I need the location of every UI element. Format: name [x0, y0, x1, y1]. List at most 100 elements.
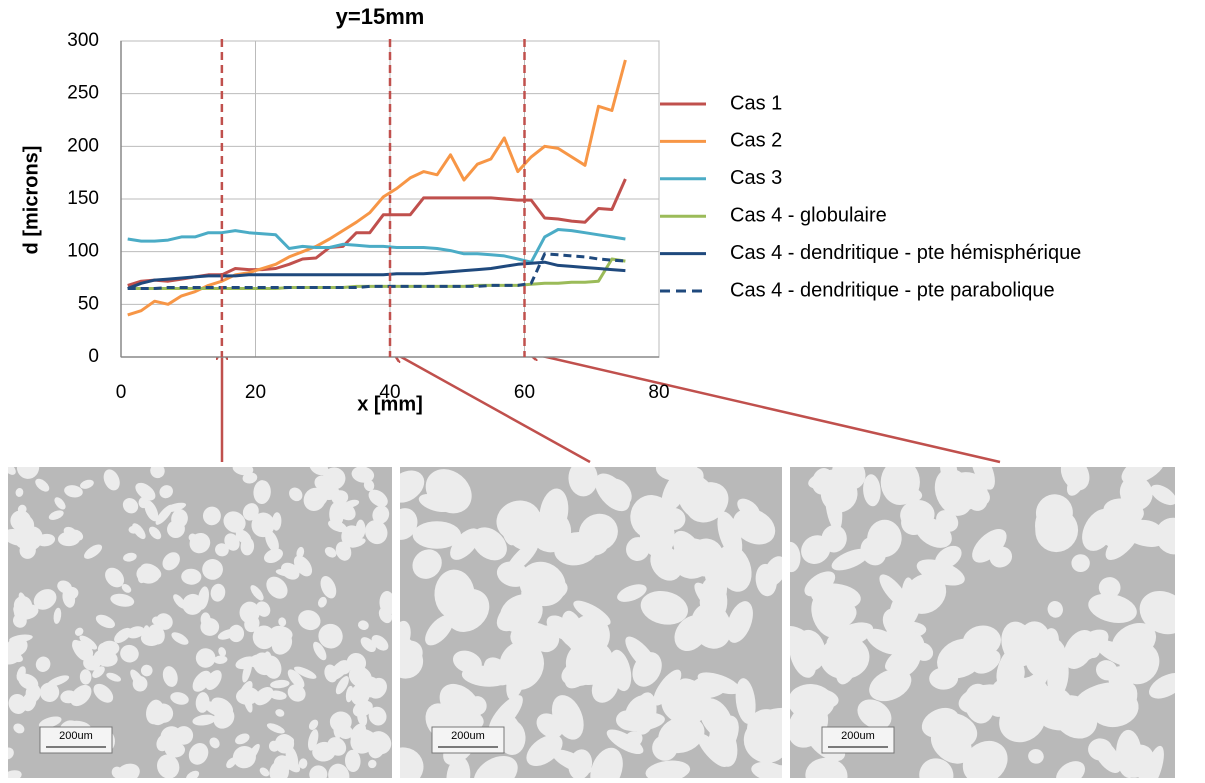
dendrite: [137, 565, 151, 584]
dendrite: [694, 582, 726, 619]
dendrite: [110, 593, 135, 607]
dendrite: [400, 747, 424, 778]
dendrite: [93, 683, 114, 703]
dendrite: [1119, 475, 1153, 511]
dendrite: [322, 467, 346, 490]
dendrite: [223, 511, 246, 533]
dendrite: [857, 699, 892, 730]
dendrite: [327, 737, 347, 756]
dendrite: [609, 649, 632, 692]
dendrite: [182, 593, 204, 615]
dendrite: [140, 664, 153, 677]
dendrite: [79, 635, 98, 650]
dendrite: [244, 615, 260, 633]
dendrite: [318, 623, 343, 649]
dendrite: [552, 749, 593, 774]
arrow: [394, 353, 591, 464]
dendrite: [192, 714, 216, 726]
dendrite: [372, 505, 390, 524]
dendrite: [996, 647, 1020, 686]
dendrite: [506, 540, 539, 574]
dendrite: [160, 726, 182, 747]
dendrite: [84, 544, 103, 559]
dendrite: [357, 620, 369, 630]
dendrite: [1142, 597, 1175, 624]
chart-title: y=15mm: [336, 4, 425, 29]
dendrite: [335, 501, 356, 521]
dendrite: [215, 543, 229, 557]
dendrite: [532, 625, 560, 653]
dendrite: [425, 614, 454, 646]
dendrite: [1149, 673, 1175, 699]
x-axis-label: x [mm]: [357, 393, 423, 415]
dendrite: [650, 545, 683, 581]
micrograph: 200um: [400, 467, 782, 778]
dendrite: [921, 707, 960, 738]
dendrite: [1098, 577, 1121, 599]
dendrite: [16, 467, 40, 479]
dendrite: [473, 755, 518, 778]
dendrite: [18, 592, 28, 610]
dendrite: [803, 688, 839, 709]
dendrite: [72, 640, 94, 659]
dendrite: [732, 508, 776, 545]
dendrite: [308, 719, 319, 730]
dendrite: [867, 519, 902, 558]
dendrite: [831, 548, 870, 571]
dendrite: [289, 487, 303, 502]
dendrite: [751, 761, 782, 778]
dendrite: [162, 666, 178, 687]
dendrite: [238, 680, 253, 702]
dendrite: [1060, 467, 1090, 491]
dendrite: [95, 614, 115, 629]
dendrite: [900, 577, 916, 626]
dendrite: [412, 521, 462, 549]
dendrite: [217, 629, 237, 640]
dendrite: [554, 532, 599, 566]
dendrite: [213, 707, 235, 729]
x-tick-label: 60: [514, 382, 535, 403]
dendrite: [35, 656, 51, 672]
dendrite: [103, 469, 120, 491]
dendrite: [309, 765, 328, 778]
dendrite: [259, 767, 270, 777]
dendrite: [250, 585, 264, 601]
dendrite: [632, 652, 662, 687]
dendrite: [14, 604, 39, 620]
dendrite: [132, 523, 146, 540]
dendrite: [167, 520, 185, 539]
dendrite: [275, 568, 299, 577]
dendrite: [400, 642, 424, 679]
y-axis-label: d [microns]: [20, 146, 42, 255]
dendrite: [120, 644, 139, 663]
dendrite: [213, 655, 228, 664]
dendrite: [801, 535, 831, 564]
dendrite: [298, 610, 321, 631]
dendrite: [275, 709, 285, 717]
dendrite: [919, 758, 954, 778]
dendrite: [335, 676, 349, 695]
dendrite: [820, 474, 858, 513]
dendrite: [181, 568, 202, 585]
dendrite: [13, 723, 25, 734]
dendrite: [8, 693, 27, 714]
dendrite: [64, 485, 83, 498]
dendrite: [202, 559, 223, 580]
dendrite: [344, 749, 361, 773]
dendrite: [679, 678, 707, 701]
series-line: [127, 59, 627, 317]
dendrite: [270, 679, 290, 689]
dendrite: [591, 671, 619, 703]
legend-label: Cas 3: [730, 167, 782, 189]
dendrite: [940, 467, 958, 487]
dendrite: [324, 664, 338, 683]
dendrite: [1116, 729, 1142, 778]
dendrite: [186, 770, 200, 778]
dendrite: [425, 469, 472, 514]
y-tick-label: 250: [67, 83, 99, 104]
series-line: [127, 260, 626, 290]
dendrite: [22, 691, 37, 712]
dendrite: [70, 529, 84, 541]
dendrite: [365, 520, 388, 545]
dendrite: [99, 640, 120, 656]
